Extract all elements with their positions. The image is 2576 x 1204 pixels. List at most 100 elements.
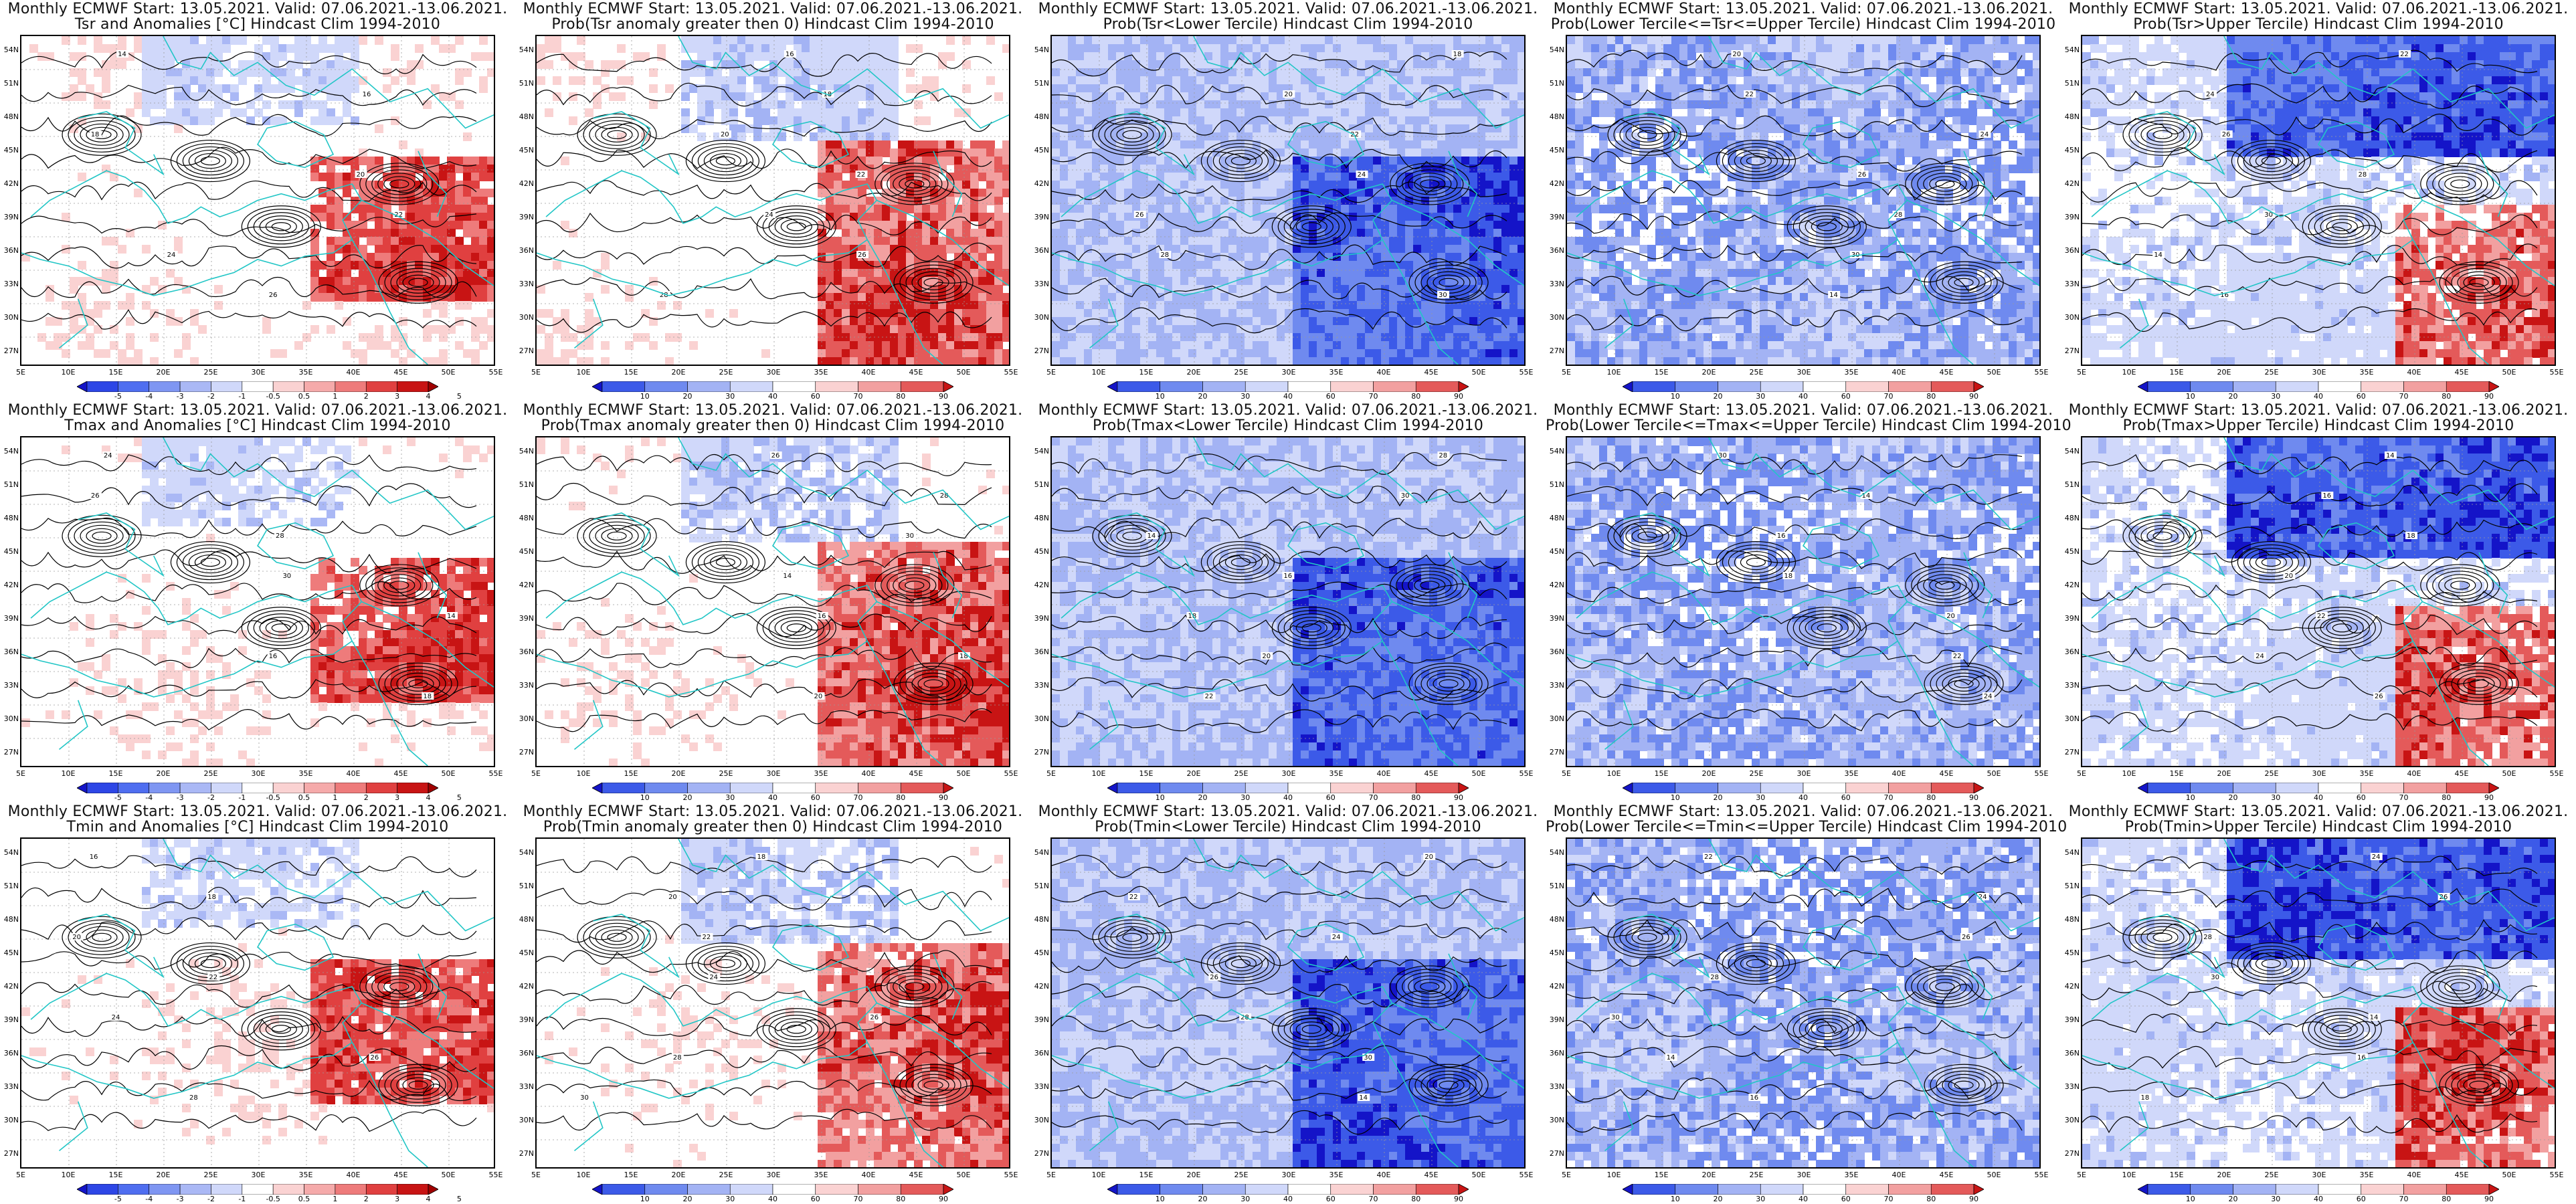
shade-cell (1744, 52, 1752, 61)
shade-cell (882, 60, 891, 69)
shade-cell (898, 253, 907, 262)
shade-cell (1509, 60, 1518, 69)
shade-cell (222, 44, 231, 53)
shade-cell (1301, 245, 1309, 254)
shade-cell (142, 44, 151, 53)
shade-cell (206, 44, 215, 53)
shade-cell (1485, 325, 1494, 334)
shade-cell (1068, 116, 1077, 125)
shade-cell (1148, 197, 1157, 205)
shade-cell (1325, 301, 1333, 310)
shade-cell (1196, 36, 1205, 45)
shade-cell (1212, 173, 1221, 181)
shade-cell (1052, 285, 1061, 294)
shade-cell (1493, 100, 1502, 109)
shade-cell (657, 301, 666, 310)
shade-cell (399, 229, 407, 237)
shade-cell (1156, 205, 1165, 213)
shade-cell (1880, 52, 1889, 61)
shade-cell (1196, 173, 1205, 181)
shade-cell (1325, 68, 1333, 77)
shade-cell (327, 84, 335, 93)
shade-cell (1068, 148, 1077, 157)
shade-cell (1132, 261, 1141, 270)
shade-cell (577, 325, 585, 334)
shade-cell (697, 36, 706, 45)
shade-cell (1968, 44, 1977, 53)
shade-cell (954, 357, 963, 365)
shade-cell (1204, 261, 1213, 270)
shade-cell (834, 116, 842, 125)
shade-cell (1389, 317, 1398, 326)
shade-cell (858, 269, 866, 278)
shade-cell (78, 36, 86, 45)
shade-cell (1092, 140, 1101, 149)
shade-cell (986, 76, 995, 85)
shade-cell (1002, 165, 1009, 173)
shade-cell (1509, 269, 1518, 278)
shade-cell (1228, 229, 1237, 237)
shade-cell (1325, 261, 1333, 270)
shade-cell (1477, 349, 1486, 358)
shade-cell (818, 100, 826, 109)
shade-cell (1501, 189, 1510, 197)
shade-cell (1220, 341, 1229, 350)
shade-cell (94, 44, 102, 53)
coastline (1287, 120, 1365, 169)
shade-cell (1317, 124, 1325, 133)
shade-cell (882, 261, 891, 270)
shade-cell (938, 213, 947, 221)
shade-cell (1325, 277, 1333, 286)
shade-cell (1333, 285, 1342, 294)
shade-cell (834, 52, 842, 61)
shade-cell (1269, 333, 1277, 342)
latitude-label: 51N (1030, 79, 1049, 88)
shade-cell (1068, 245, 1077, 254)
shade-cell (994, 237, 1003, 245)
shade-cell (954, 301, 963, 310)
shade-cell (1180, 116, 1189, 125)
shade-cell (962, 237, 971, 245)
shade-cell (1092, 52, 1101, 61)
shade-cell (1156, 221, 1165, 229)
shade-cell (890, 173, 899, 181)
shade-cell (1204, 197, 1213, 205)
shade-cell (262, 84, 271, 93)
shade-cell (649, 100, 658, 109)
shade-cell (1277, 205, 1285, 213)
shade-cell (1333, 261, 1342, 270)
shade-cell (1591, 36, 1600, 45)
shade-cell (826, 157, 834, 165)
shade-cell (882, 357, 891, 365)
shade-cell (190, 309, 199, 318)
shade-cell (866, 100, 875, 109)
shade-cell (455, 293, 464, 302)
shade-cell (455, 253, 464, 262)
shade-cell (914, 301, 923, 310)
shade-cell (994, 341, 1003, 350)
shade-cell (882, 36, 891, 45)
shade-cell (1904, 36, 1913, 45)
shade-cell (1180, 221, 1189, 229)
shade-cell (569, 349, 577, 358)
shade-cell (1864, 68, 1873, 77)
shade-cell (359, 277, 367, 286)
shade-cell (978, 245, 987, 254)
shade-cell (1421, 116, 1430, 125)
shade-cell (1269, 205, 1277, 213)
shade-cell (1333, 148, 1342, 157)
shade-cell (1052, 357, 1061, 365)
shade-cell (994, 189, 1003, 197)
shade-cell (343, 245, 351, 254)
shade-cell (834, 301, 842, 310)
shade-cell (1509, 317, 1518, 326)
shade-cell (761, 68, 770, 77)
shade-cell (1269, 68, 1277, 77)
shade-cell (850, 237, 858, 245)
shade-cell (391, 237, 399, 245)
shade-cell (1116, 237, 1125, 245)
shade-cell (1140, 349, 1149, 358)
shade-cell (786, 100, 794, 109)
shade-cell (1317, 341, 1325, 350)
shade-cell (174, 84, 183, 93)
